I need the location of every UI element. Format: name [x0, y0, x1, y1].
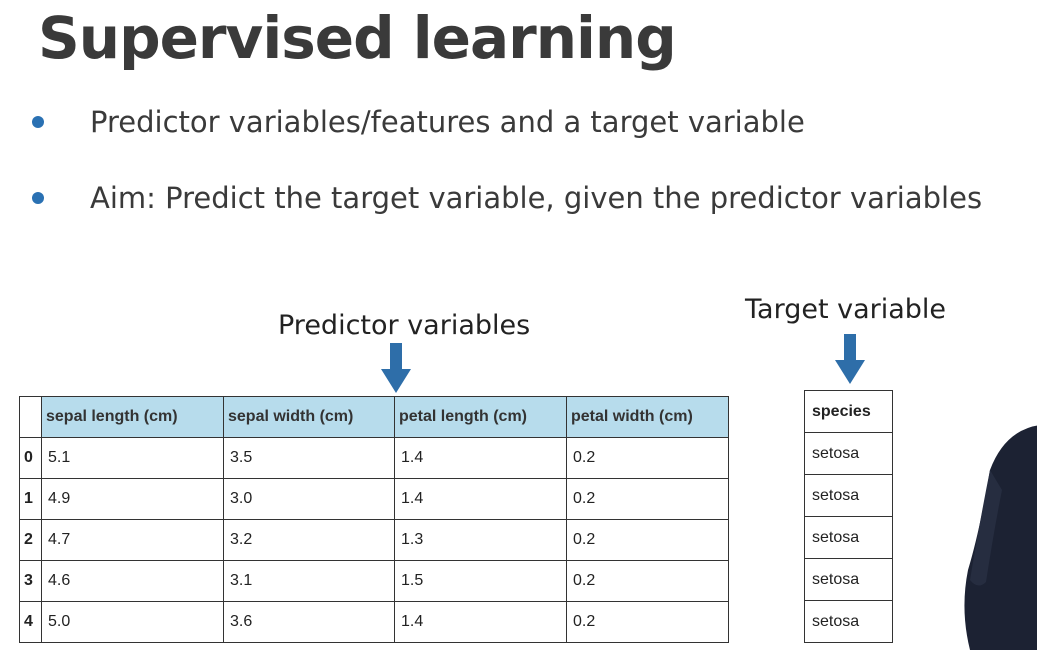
- table-cell: 5.0: [41, 601, 224, 643]
- table-cell: setosa: [804, 558, 893, 601]
- table-cell: 5.1: [41, 437, 224, 479]
- table-cell: 1.4: [394, 601, 567, 643]
- row-index: 2: [19, 519, 42, 561]
- table-row: 3 4.6 3.1 1.5 0.2: [19, 560, 729, 602]
- table-cell: 0.2: [566, 560, 729, 602]
- table-cell: 1.5: [394, 560, 567, 602]
- table-row: 0 5.1 3.5 1.4 0.2: [19, 437, 729, 479]
- table-row: setosa: [804, 558, 893, 601]
- bullet-text: Aim: Predict the target variable, given …: [90, 181, 983, 215]
- table-cell: 0.2: [566, 437, 729, 479]
- table-header-row: species: [804, 390, 893, 433]
- target-table: species setosa setosa setosa setosa seto…: [804, 390, 893, 643]
- down-arrow-icon: [381, 343, 411, 393]
- table-row: setosa: [804, 600, 893, 643]
- row-index: 4: [19, 601, 42, 643]
- column-header: petal length (cm): [394, 396, 567, 438]
- table-cell: 3.1: [223, 560, 395, 602]
- table-cell: 3.0: [223, 478, 395, 520]
- table-corner-cell: [19, 396, 42, 438]
- table-cell: setosa: [804, 516, 893, 559]
- column-header: sepal width (cm): [223, 396, 395, 438]
- bullet-dot-icon: [32, 192, 44, 204]
- table-cell: 0.2: [566, 478, 729, 520]
- table-cell: 0.2: [566, 519, 729, 561]
- predictor-table: sepal length (cm) sepal width (cm) petal…: [19, 396, 729, 643]
- table-row: setosa: [804, 516, 893, 559]
- table-cell: 3.2: [223, 519, 395, 561]
- table-cell: 4.7: [41, 519, 224, 561]
- presenter-figure-image: [964, 425, 1037, 650]
- table-cell: 4.9: [41, 478, 224, 520]
- predictor-variables-label: Predictor variables: [278, 310, 531, 341]
- table-cell: setosa: [804, 600, 893, 643]
- table-row: setosa: [804, 432, 893, 475]
- table-cell: 1.3: [394, 519, 567, 561]
- row-index: 3: [19, 560, 42, 602]
- table-cell: 1.4: [394, 478, 567, 520]
- row-index: 0: [19, 437, 42, 479]
- table-row: 1 4.9 3.0 1.4 0.2: [19, 478, 729, 520]
- table-cell: 4.6: [41, 560, 224, 602]
- table-cell: 1.4: [394, 437, 567, 479]
- bullet-dot-icon: [32, 116, 44, 128]
- bullet-item: Aim: Predict the target variable, given …: [32, 180, 982, 216]
- bullet-text: Predictor variables/features and a targe…: [90, 105, 805, 139]
- row-index: 1: [19, 478, 42, 520]
- table-cell: setosa: [804, 474, 893, 517]
- down-arrow-icon: [835, 334, 865, 384]
- table-cell: 3.5: [223, 437, 395, 479]
- table-cell: 0.2: [566, 601, 729, 643]
- table-row: 2 4.7 3.2 1.3 0.2: [19, 519, 729, 561]
- table-row: 4 5.0 3.6 1.4 0.2: [19, 601, 729, 643]
- table-cell: 3.6: [223, 601, 395, 643]
- column-header: petal width (cm): [566, 396, 729, 438]
- table-header-row: sepal length (cm) sepal width (cm) petal…: [19, 396, 729, 438]
- target-variable-label: Target variable: [745, 294, 947, 325]
- slide-title: Supervised learning: [38, 4, 677, 72]
- column-header: species: [804, 390, 893, 433]
- table-cell: setosa: [804, 432, 893, 475]
- column-header: sepal length (cm): [41, 396, 224, 438]
- bullet-item: Predictor variables/features and a targe…: [32, 104, 805, 140]
- table-row: setosa: [804, 474, 893, 517]
